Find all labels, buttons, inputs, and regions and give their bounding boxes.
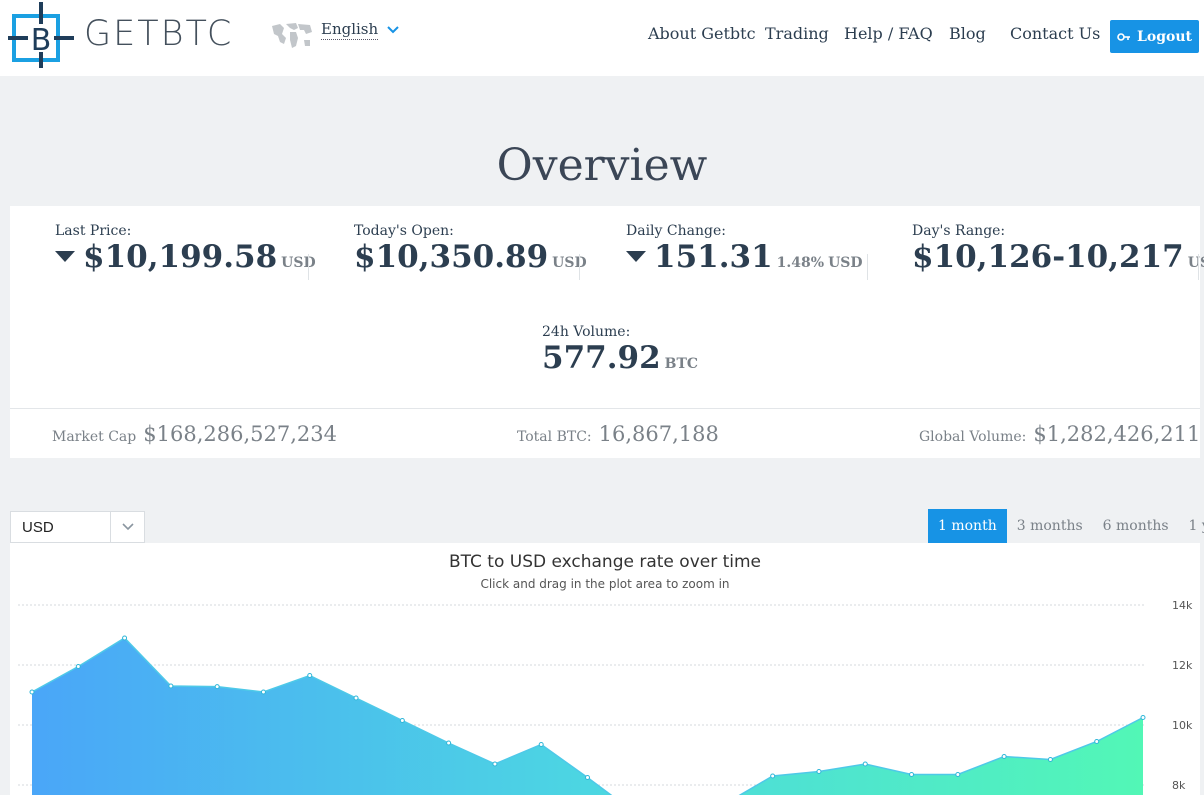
nav-help-faq[interactable]: Help / FAQ <box>844 24 933 43</box>
data-point[interactable] <box>1047 757 1053 762</box>
tab-3-months[interactable]: 3 months <box>1016 518 1083 534</box>
y-tick-label: 14k <box>1172 599 1193 612</box>
todays-open-stat: Today's Open: $10,350.89 USD <box>354 223 587 275</box>
data-point[interactable] <box>214 684 220 690</box>
days-range-value: $10,126-10,217 <box>912 239 1184 275</box>
logout-label: Logout <box>1137 28 1192 45</box>
data-point[interactable] <box>816 769 822 774</box>
logout-button[interactable]: Logout <box>1110 20 1199 53</box>
data-point[interactable] <box>399 718 405 723</box>
last-price-value: $10,199.58 <box>83 239 278 275</box>
time-range-tabs: 1 month 3 months 6 months 1 year <box>928 509 1204 543</box>
data-point[interactable] <box>260 689 266 695</box>
data-point[interactable] <box>770 773 776 779</box>
currency-select[interactable]: USD <box>10 511 145 543</box>
last-price-unit: USD <box>281 255 316 271</box>
days-range-stat: Day's Range: $10,126-10,217 USD <box>912 223 1204 275</box>
chart-title: BTC to USD exchange rate over time <box>448 552 762 572</box>
todays-open-unit: USD <box>552 255 587 271</box>
data-point[interactable] <box>168 683 174 689</box>
price-chart[interactable]: BTC to USD exchange rate over time Click… <box>10 543 1200 795</box>
total-btc-label: Total BTC: <box>517 429 592 445</box>
data-point[interactable] <box>75 664 81 669</box>
todays-open-value: $10,350.89 <box>354 239 549 275</box>
svg-text:B: B <box>31 23 52 58</box>
currency-value: USD <box>22 518 54 536</box>
volume-24h-unit: BTC <box>664 356 699 372</box>
last-price-label: Last Price: <box>55 223 132 239</box>
daily-change-label: Daily Change: <box>626 223 726 239</box>
nav-trading[interactable]: Trading <box>765 24 829 43</box>
chart-plot-area[interactable]: 14k 12k 10k 8k <box>10 543 1200 795</box>
data-point[interactable] <box>446 740 452 746</box>
currency-dropdown-button[interactable] <box>110 512 144 542</box>
days-range-label: Day's Range: <box>912 223 1006 239</box>
stats-card: Last Price: $10,199.58 USD Today's Open:… <box>10 206 1204 458</box>
last-price-stat: Last Price: $10,199.58 USD <box>55 223 316 275</box>
data-point[interactable] <box>1094 739 1100 744</box>
data-point[interactable] <box>307 673 313 678</box>
daily-change-stat: Daily Change: 151.31 1.48% USD <box>626 223 863 275</box>
y-tick-label: 8k <box>1172 779 1186 792</box>
data-point[interactable] <box>909 772 915 777</box>
chevron-down-icon <box>121 523 134 531</box>
data-point[interactable] <box>29 689 35 695</box>
global-volume-value: $1,282,426,211 <box>1033 422 1201 446</box>
data-point[interactable] <box>862 761 868 767</box>
daily-change-value: 151.31 <box>654 239 773 275</box>
divider <box>10 408 1200 409</box>
tab-1-month[interactable]: 1 month <box>928 509 1007 543</box>
getbtc-logo-icon[interactable]: B <box>8 2 74 68</box>
data-point[interactable] <box>353 695 359 701</box>
global-volume-stat: Global Volume: $1,282,426,211 <box>919 422 1200 446</box>
down-arrow-icon <box>55 251 75 262</box>
data-point[interactable] <box>1140 715 1146 720</box>
tab-1-year[interactable]: 1 year <box>1188 518 1204 534</box>
todays-open-label: Today's Open: <box>354 223 454 239</box>
brand-name[interactable]: GETBTC <box>84 14 234 54</box>
divider <box>1198 254 1199 280</box>
volume-24h-value: 577.92 <box>542 340 661 376</box>
down-arrow-icon <box>626 251 646 262</box>
total-btc-value: 16,867,188 <box>598 422 719 446</box>
data-point[interactable] <box>1001 754 1007 759</box>
global-volume-label: Global Volume: <box>919 429 1027 445</box>
market-cap-stat: Market Cap $168,286,527,234 <box>52 422 337 446</box>
days-range-unit: USD <box>1187 255 1204 271</box>
y-tick-label: 12k <box>1172 659 1193 672</box>
data-point[interactable] <box>492 761 498 767</box>
market-cap-value: $168,286,527,234 <box>143 422 337 446</box>
data-point[interactable] <box>538 742 544 747</box>
data-point[interactable] <box>955 772 961 777</box>
data-point[interactable] <box>122 635 128 641</box>
language-selector[interactable]: English <box>321 20 379 40</box>
daily-change-unit: USD <box>828 255 863 271</box>
page-title: Overview <box>496 140 708 191</box>
key-icon <box>1117 32 1131 41</box>
market-cap-label: Market Cap <box>52 429 137 445</box>
divider <box>867 254 868 280</box>
divider <box>308 254 309 280</box>
nav-blog[interactable]: Blog <box>949 24 986 43</box>
top-header: B GETBTC English About Getbtc Trading He… <box>0 0 1204 76</box>
price-area-series <box>32 638 1143 795</box>
chart-subtitle: Click and drag in the plot area to zoom … <box>480 577 730 591</box>
chevron-down-icon[interactable] <box>386 25 400 35</box>
y-tick-label: 10k <box>1172 719 1193 732</box>
volume-24h-label: 24h Volume: <box>542 324 631 340</box>
tab-6-months[interactable]: 6 months <box>1102 518 1169 534</box>
data-point[interactable] <box>585 775 590 780</box>
nav-contact[interactable]: Contact Us <box>1010 24 1101 43</box>
world-map-icon <box>272 23 312 48</box>
daily-change-percent: 1.48% <box>776 255 825 271</box>
volume-24h-stat: 24h Volume: 577.92 BTC <box>542 324 698 376</box>
divider <box>579 254 580 280</box>
total-btc-stat: Total BTC: 16,867,188 <box>517 422 719 446</box>
nav-about[interactable]: About Getbtc <box>648 24 756 43</box>
